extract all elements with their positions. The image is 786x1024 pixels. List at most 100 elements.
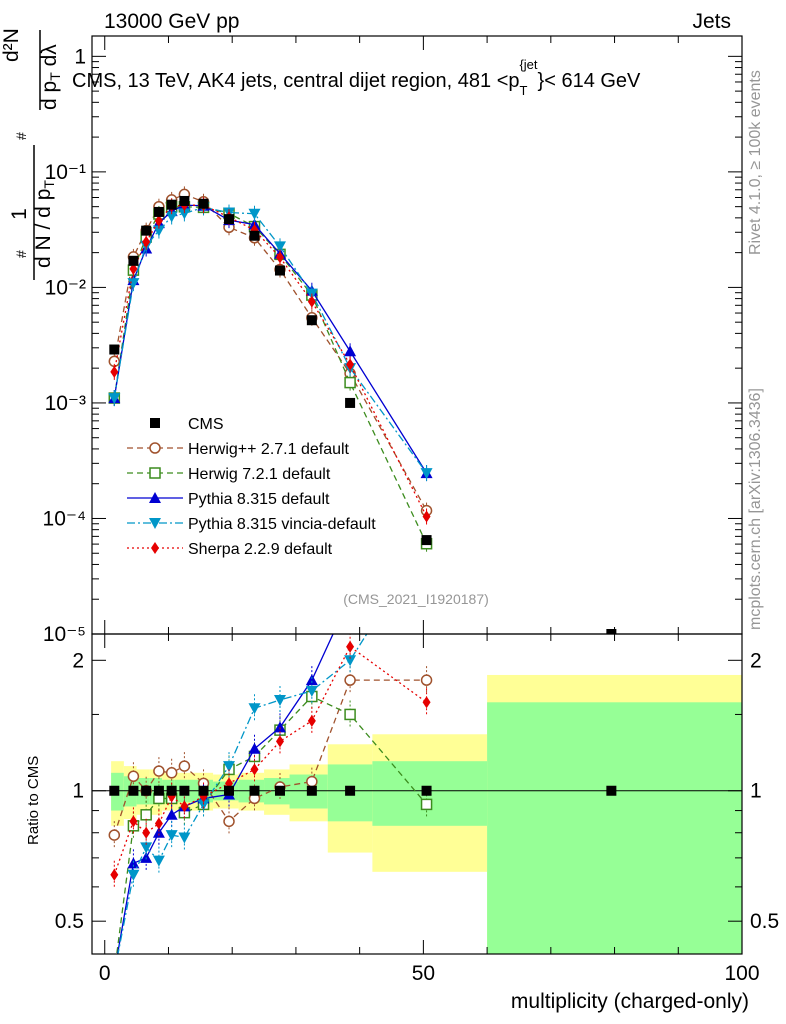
series-marker-ratio <box>306 775 318 788</box>
legend-marker <box>150 418 160 428</box>
series-marker-main <box>307 295 316 308</box>
series-marker-main <box>165 211 178 223</box>
series-marker-main <box>154 214 163 227</box>
series-marker-ratio <box>420 798 433 811</box>
series-marker-ratio <box>248 742 261 754</box>
series-marker-ratio <box>142 826 151 839</box>
data-point <box>306 315 317 326</box>
legend-marker <box>149 492 161 503</box>
data-point <box>274 265 285 276</box>
legend-label: Herwig 7.2.1 default <box>188 466 331 483</box>
series-marker-main <box>127 278 140 290</box>
rivet-label: Rivet 4.1.0, ≥ 100k events <box>747 70 764 255</box>
legend-marker <box>149 518 161 529</box>
series-marker-main <box>420 468 433 480</box>
svg-text:d pT dλ: d pT dλ <box>38 44 63 110</box>
series-marker-main <box>344 345 357 357</box>
legend-marker <box>149 442 161 454</box>
svg-text:#: # <box>13 250 29 258</box>
series-marker-ratio <box>165 767 178 779</box>
series-marker-ratio <box>273 721 286 733</box>
data-point <box>179 195 190 206</box>
svg-text:CMS, 13 TeV, AK4 jets, central: CMS, 13 TeV, AK4 jets, central dijet reg… <box>72 57 641 98</box>
legend-marker <box>151 542 159 554</box>
header-left: 13000 GeV pp <box>104 10 239 33</box>
series-marker-ratio <box>140 851 153 863</box>
data-point <box>109 344 120 355</box>
series-marker-main <box>346 358 355 371</box>
series-marker-main <box>275 251 284 264</box>
series-marker-ratio <box>127 869 140 881</box>
data-point <box>141 225 152 236</box>
series-marker-ratio <box>109 968 119 978</box>
series-marker-main <box>178 208 191 220</box>
data-point-ratio <box>306 785 317 796</box>
series-marker-ratio <box>140 842 153 854</box>
series-marker-main <box>152 225 165 237</box>
legend: CMS Herwig++ 2.7.1 default Herwig 7.2.1 de… <box>127 416 376 558</box>
series-marker-ratio <box>165 830 178 842</box>
main-series-group <box>108 186 617 634</box>
series-marker-ratio <box>346 640 355 653</box>
legend-label: Herwig++ 2.7.1 default <box>188 441 350 458</box>
series-marker-main <box>108 393 121 405</box>
data-point-ratio <box>198 785 209 796</box>
mcplots-label: mcplots.cern.ch [arXiv:1306.3436] <box>747 388 764 630</box>
data-point <box>224 214 235 225</box>
data-point-ratio <box>128 785 139 796</box>
series-marker-ratio <box>422 696 431 709</box>
x-tick-label: 0 <box>99 962 111 985</box>
series-marker-ratio <box>305 674 318 686</box>
series-marker-ratio <box>275 735 284 748</box>
series-marker-ratio <box>127 857 140 869</box>
series-marker-main <box>344 376 356 389</box>
series-marker-ratio <box>344 655 357 667</box>
data-point-ratio <box>606 785 617 796</box>
legend-label: Sherpa 2.2.9 default <box>188 541 333 558</box>
series-marker-ratio <box>110 868 119 881</box>
series-marker-main <box>248 208 261 220</box>
legend-label: Pythia 8.315 vincia-default <box>188 516 376 533</box>
ratio-tick-label-right: 1 <box>750 780 762 803</box>
series-marker-ratio <box>223 761 236 773</box>
legend-label: CMS <box>188 416 224 433</box>
main-ylabel: 1 d N / d pT # # d²N d pT dλ <box>0 28 63 280</box>
header-right: Jets <box>692 10 731 33</box>
svg-text:#: # <box>13 132 29 140</box>
series-marker-ratio <box>180 800 189 813</box>
series-marker-ratio <box>305 685 318 697</box>
ratio-tick-label: 0.5 <box>55 910 84 933</box>
y-tick-label: 10⁻² <box>45 276 86 299</box>
x-axis-label: multiplicity (charged-only) <box>511 990 749 1013</box>
series-line-main <box>113 204 428 474</box>
series-marker-ratio <box>248 703 261 715</box>
svg-text:d N / d pT: d N / d pT <box>32 180 57 268</box>
series-marker-ratio <box>127 770 140 783</box>
series-marker-ratio <box>153 765 165 777</box>
plot-title: CMS, 13 TeV, AK4 jets, central dijet reg… <box>72 57 641 98</box>
series-marker-ratio <box>154 817 163 830</box>
series-marker-ratio <box>250 763 259 776</box>
series-marker-ratio <box>152 855 165 867</box>
ratio-ylabel: Ratio to CMS <box>25 756 42 845</box>
series-marker-ratio <box>273 694 286 706</box>
data-point-ratio <box>179 785 190 796</box>
data-point <box>421 535 432 546</box>
ratio-tick-label-right: 2 <box>750 649 762 672</box>
data-point-ratio <box>224 785 235 796</box>
x-tick-label: 100 <box>724 962 759 985</box>
ratio-tick-label: 2 <box>72 649 84 672</box>
series-marker-main <box>110 365 119 378</box>
y-tick-label: 10⁻¹ <box>45 161 86 184</box>
stat-uncertainty-band <box>487 702 742 954</box>
data-point <box>345 397 356 408</box>
series-marker-ratio <box>223 815 235 828</box>
data-point-ratio <box>274 785 285 796</box>
data-point-ratio <box>421 785 432 796</box>
y-tick-label: 1 <box>74 45 86 68</box>
series-marker-main <box>142 235 151 248</box>
analysis-tag: (CMS_2021_I1920187) <box>343 591 489 607</box>
data-point <box>606 629 617 634</box>
data-point <box>166 199 177 210</box>
y-tick-label: 10⁻³ <box>45 392 86 415</box>
